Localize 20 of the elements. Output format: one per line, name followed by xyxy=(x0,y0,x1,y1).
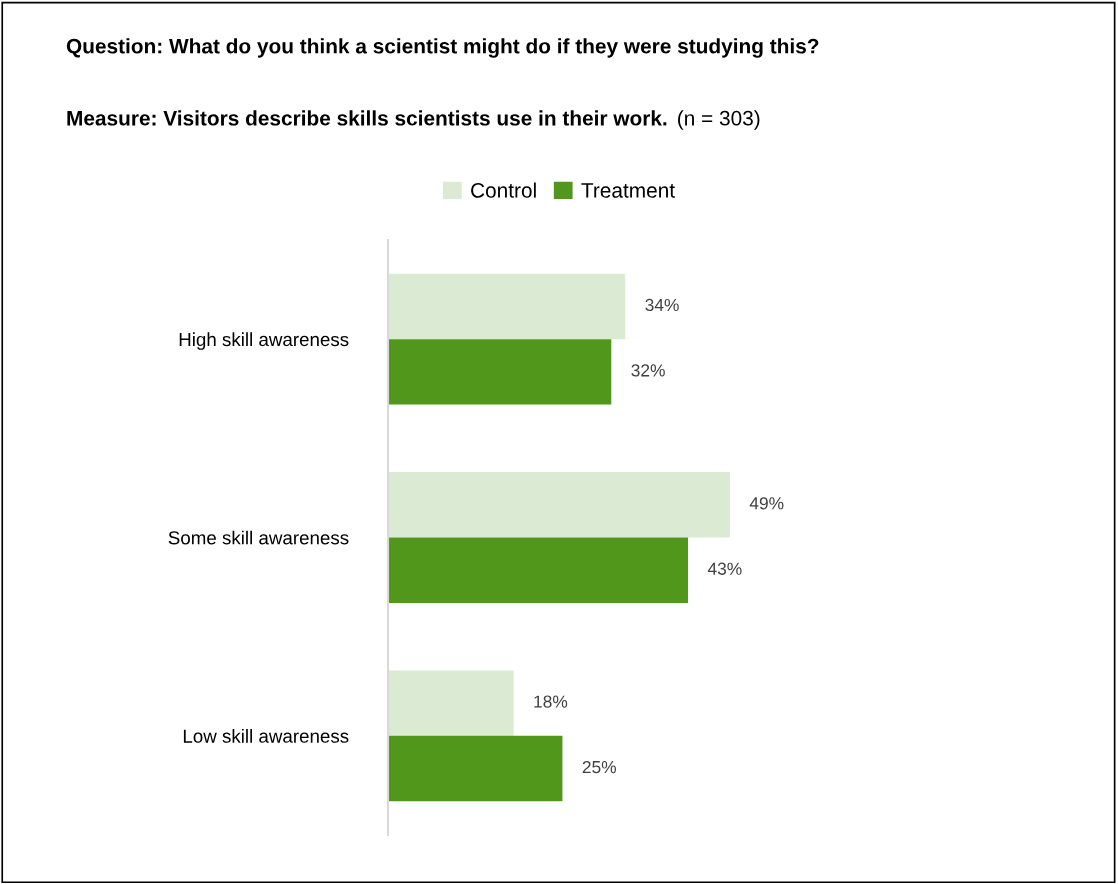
data-label: 49% xyxy=(749,497,784,510)
data-label: 32% xyxy=(631,364,665,377)
legend-label: Treatment xyxy=(581,183,675,198)
data-label: 43% xyxy=(707,562,742,575)
chart-title: Question: What do you think a scientist might do if they were studying this? xyxy=(66,38,819,58)
y-tick-label: Low skill awareness xyxy=(183,729,349,743)
y-tick-label: High skill awareness xyxy=(179,332,349,350)
data-label: 25% xyxy=(582,760,617,774)
y-tick-label: Some skill awareness xyxy=(168,530,349,545)
data-label: 18% xyxy=(534,695,568,708)
chart-subtitle: Measure: Visitors describe skills scientists use in their work. xyxy=(67,110,667,126)
bar xyxy=(388,472,730,538)
bar xyxy=(388,273,626,340)
bar xyxy=(388,339,612,405)
data-label: 34% xyxy=(645,298,679,312)
bar xyxy=(388,537,689,603)
legend-label: Control xyxy=(471,182,536,198)
text: (n = 303) xyxy=(678,110,760,130)
bar xyxy=(388,735,563,802)
bar xyxy=(388,670,514,736)
